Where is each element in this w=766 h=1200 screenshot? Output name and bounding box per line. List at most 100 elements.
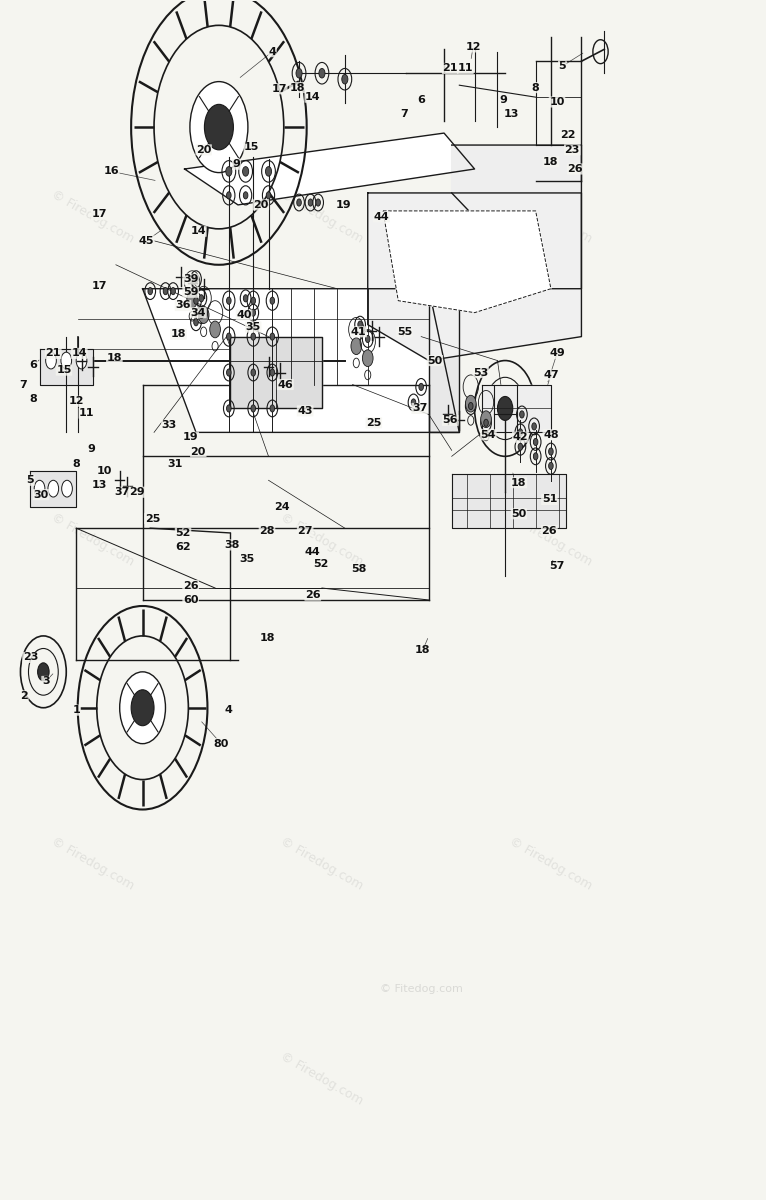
Text: 59: 59 bbox=[183, 287, 198, 298]
Circle shape bbox=[119, 672, 165, 744]
Text: 12: 12 bbox=[465, 42, 481, 52]
Text: 7: 7 bbox=[19, 379, 27, 390]
Circle shape bbox=[548, 462, 553, 469]
Circle shape bbox=[481, 410, 491, 427]
Circle shape bbox=[194, 319, 198, 326]
Circle shape bbox=[469, 402, 473, 409]
Text: 38: 38 bbox=[224, 540, 240, 550]
Circle shape bbox=[270, 368, 275, 376]
Circle shape bbox=[131, 690, 154, 726]
Circle shape bbox=[198, 307, 209, 324]
Circle shape bbox=[296, 68, 302, 78]
Circle shape bbox=[48, 480, 59, 497]
Circle shape bbox=[270, 298, 275, 305]
Text: 45: 45 bbox=[139, 236, 154, 246]
Text: 36: 36 bbox=[175, 300, 191, 311]
Text: 3: 3 bbox=[42, 677, 50, 686]
Polygon shape bbox=[231, 337, 322, 408]
Text: © Firedog.com: © Firedog.com bbox=[278, 188, 365, 246]
Text: 17: 17 bbox=[91, 210, 106, 220]
Text: 26: 26 bbox=[568, 164, 583, 174]
Text: 37: 37 bbox=[114, 487, 129, 497]
Polygon shape bbox=[368, 193, 581, 360]
Circle shape bbox=[251, 298, 256, 305]
Circle shape bbox=[518, 443, 522, 450]
Text: 30: 30 bbox=[34, 490, 49, 499]
Text: 47: 47 bbox=[543, 370, 558, 380]
Text: 51: 51 bbox=[542, 494, 557, 504]
Circle shape bbox=[296, 199, 301, 206]
Text: 33: 33 bbox=[162, 420, 177, 431]
Text: © Firedog.com: © Firedog.com bbox=[278, 511, 365, 569]
Text: © Firedog.com: © Firedog.com bbox=[278, 1050, 365, 1108]
Text: © Firedog.com: © Firedog.com bbox=[507, 188, 594, 246]
Text: 35: 35 bbox=[240, 554, 255, 564]
Circle shape bbox=[351, 338, 362, 354]
Circle shape bbox=[251, 368, 256, 376]
Circle shape bbox=[244, 192, 248, 199]
Text: 14: 14 bbox=[71, 348, 87, 359]
Text: 18: 18 bbox=[290, 83, 306, 92]
Text: 25: 25 bbox=[145, 514, 160, 523]
Text: 43: 43 bbox=[297, 406, 313, 416]
Text: 50: 50 bbox=[511, 509, 526, 518]
Text: 18: 18 bbox=[171, 329, 186, 340]
Text: 40: 40 bbox=[237, 310, 252, 320]
Circle shape bbox=[365, 336, 370, 342]
Circle shape bbox=[227, 404, 231, 412]
Text: 5: 5 bbox=[558, 61, 566, 71]
Text: 13: 13 bbox=[503, 109, 519, 119]
Text: 39: 39 bbox=[183, 274, 198, 284]
Circle shape bbox=[308, 199, 313, 206]
Text: 18: 18 bbox=[415, 646, 430, 655]
Text: 28: 28 bbox=[259, 526, 275, 535]
Text: 54: 54 bbox=[480, 430, 496, 439]
Circle shape bbox=[533, 452, 538, 460]
Circle shape bbox=[227, 298, 231, 305]
Text: 34: 34 bbox=[191, 307, 206, 318]
Circle shape bbox=[319, 68, 325, 78]
Text: 48: 48 bbox=[543, 430, 558, 439]
Text: 9: 9 bbox=[499, 95, 508, 104]
Text: 57: 57 bbox=[549, 562, 565, 571]
Text: 18: 18 bbox=[543, 157, 558, 167]
Text: 4: 4 bbox=[225, 706, 233, 715]
Circle shape bbox=[199, 295, 204, 302]
Text: 8: 8 bbox=[30, 394, 38, 404]
Circle shape bbox=[270, 334, 275, 341]
Text: 20: 20 bbox=[191, 446, 206, 456]
Circle shape bbox=[533, 438, 538, 445]
Text: 13: 13 bbox=[91, 480, 106, 490]
Text: 14: 14 bbox=[191, 227, 206, 236]
Circle shape bbox=[163, 288, 168, 295]
Circle shape bbox=[251, 404, 256, 412]
Circle shape bbox=[267, 192, 271, 199]
Text: 8: 8 bbox=[72, 458, 80, 468]
Circle shape bbox=[466, 395, 476, 412]
Circle shape bbox=[171, 288, 175, 295]
Text: 8: 8 bbox=[532, 83, 539, 92]
Text: 7: 7 bbox=[401, 109, 408, 119]
Text: 27: 27 bbox=[297, 526, 313, 535]
Circle shape bbox=[316, 199, 320, 206]
Text: 18: 18 bbox=[511, 478, 526, 487]
Circle shape bbox=[205, 104, 234, 150]
Text: 52: 52 bbox=[175, 528, 191, 538]
Text: 26: 26 bbox=[542, 526, 557, 535]
Circle shape bbox=[194, 298, 198, 305]
Circle shape bbox=[46, 352, 57, 368]
Text: 17: 17 bbox=[271, 84, 287, 94]
Text: © Firedog.com: © Firedog.com bbox=[49, 834, 136, 893]
Text: 5: 5 bbox=[27, 475, 34, 485]
Text: 25: 25 bbox=[366, 418, 381, 428]
Text: 6: 6 bbox=[417, 95, 425, 104]
Text: 6: 6 bbox=[30, 360, 38, 371]
Circle shape bbox=[227, 192, 231, 199]
Circle shape bbox=[518, 428, 522, 436]
Text: 10: 10 bbox=[549, 97, 565, 107]
Text: 21: 21 bbox=[443, 64, 458, 73]
Polygon shape bbox=[452, 474, 566, 528]
Circle shape bbox=[62, 480, 72, 497]
Text: 4: 4 bbox=[268, 47, 277, 56]
Circle shape bbox=[199, 312, 204, 319]
